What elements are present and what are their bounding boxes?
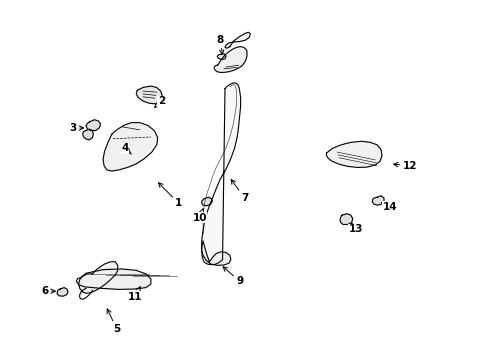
- Text: 4: 4: [121, 143, 131, 154]
- Text: 10: 10: [192, 209, 206, 222]
- Polygon shape: [57, 288, 68, 296]
- Polygon shape: [86, 120, 101, 131]
- Text: 8: 8: [216, 35, 224, 54]
- Polygon shape: [201, 197, 212, 206]
- Text: 2: 2: [154, 96, 165, 107]
- Text: 1: 1: [158, 183, 182, 208]
- Text: 14: 14: [381, 202, 396, 212]
- Polygon shape: [79, 262, 118, 293]
- Text: 11: 11: [127, 287, 142, 302]
- Text: 3: 3: [69, 123, 83, 133]
- Text: 5: 5: [107, 309, 120, 334]
- Text: 12: 12: [393, 161, 417, 171]
- Polygon shape: [339, 214, 352, 225]
- Polygon shape: [82, 129, 93, 140]
- Polygon shape: [224, 32, 250, 48]
- Text: 9: 9: [223, 267, 243, 286]
- Polygon shape: [136, 86, 162, 104]
- Polygon shape: [76, 269, 151, 289]
- Polygon shape: [103, 123, 158, 171]
- Polygon shape: [201, 241, 230, 265]
- Text: 13: 13: [348, 223, 362, 234]
- Polygon shape: [217, 54, 225, 59]
- Polygon shape: [201, 83, 240, 265]
- Polygon shape: [371, 196, 383, 205]
- Polygon shape: [214, 46, 246, 72]
- Text: 7: 7: [231, 180, 248, 203]
- Text: 6: 6: [41, 286, 55, 296]
- Polygon shape: [326, 141, 381, 167]
